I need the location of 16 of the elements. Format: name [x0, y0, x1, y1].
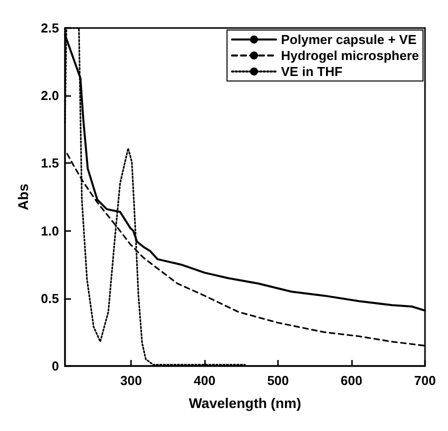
legend-label: VE in THF [281, 64, 342, 79]
legend-label: Polymer capsule + VE [281, 32, 417, 47]
x-tick-label: 700 [414, 373, 436, 388]
x-tick-label: 500 [267, 373, 289, 388]
x-tick-label: 600 [340, 373, 362, 388]
y-axis-title: Abs [15, 184, 31, 210]
y-tick-label: 2.5 [40, 20, 59, 36]
y-tick-label: 2.0 [40, 88, 59, 104]
x-tick-label: 400 [194, 373, 216, 388]
x-tick-label: 300 [120, 373, 142, 388]
y-tick-label: 0 [52, 358, 59, 374]
y-tick-label: 1.0 [40, 223, 59, 238]
x-axis-title: Wavelength (nm) [188, 395, 302, 411]
y-tick-label: 0.5 [40, 290, 59, 306]
y-tick-label: 1.5 [40, 156, 59, 171]
legend-label: Hydrogel microsphere [281, 48, 420, 63]
